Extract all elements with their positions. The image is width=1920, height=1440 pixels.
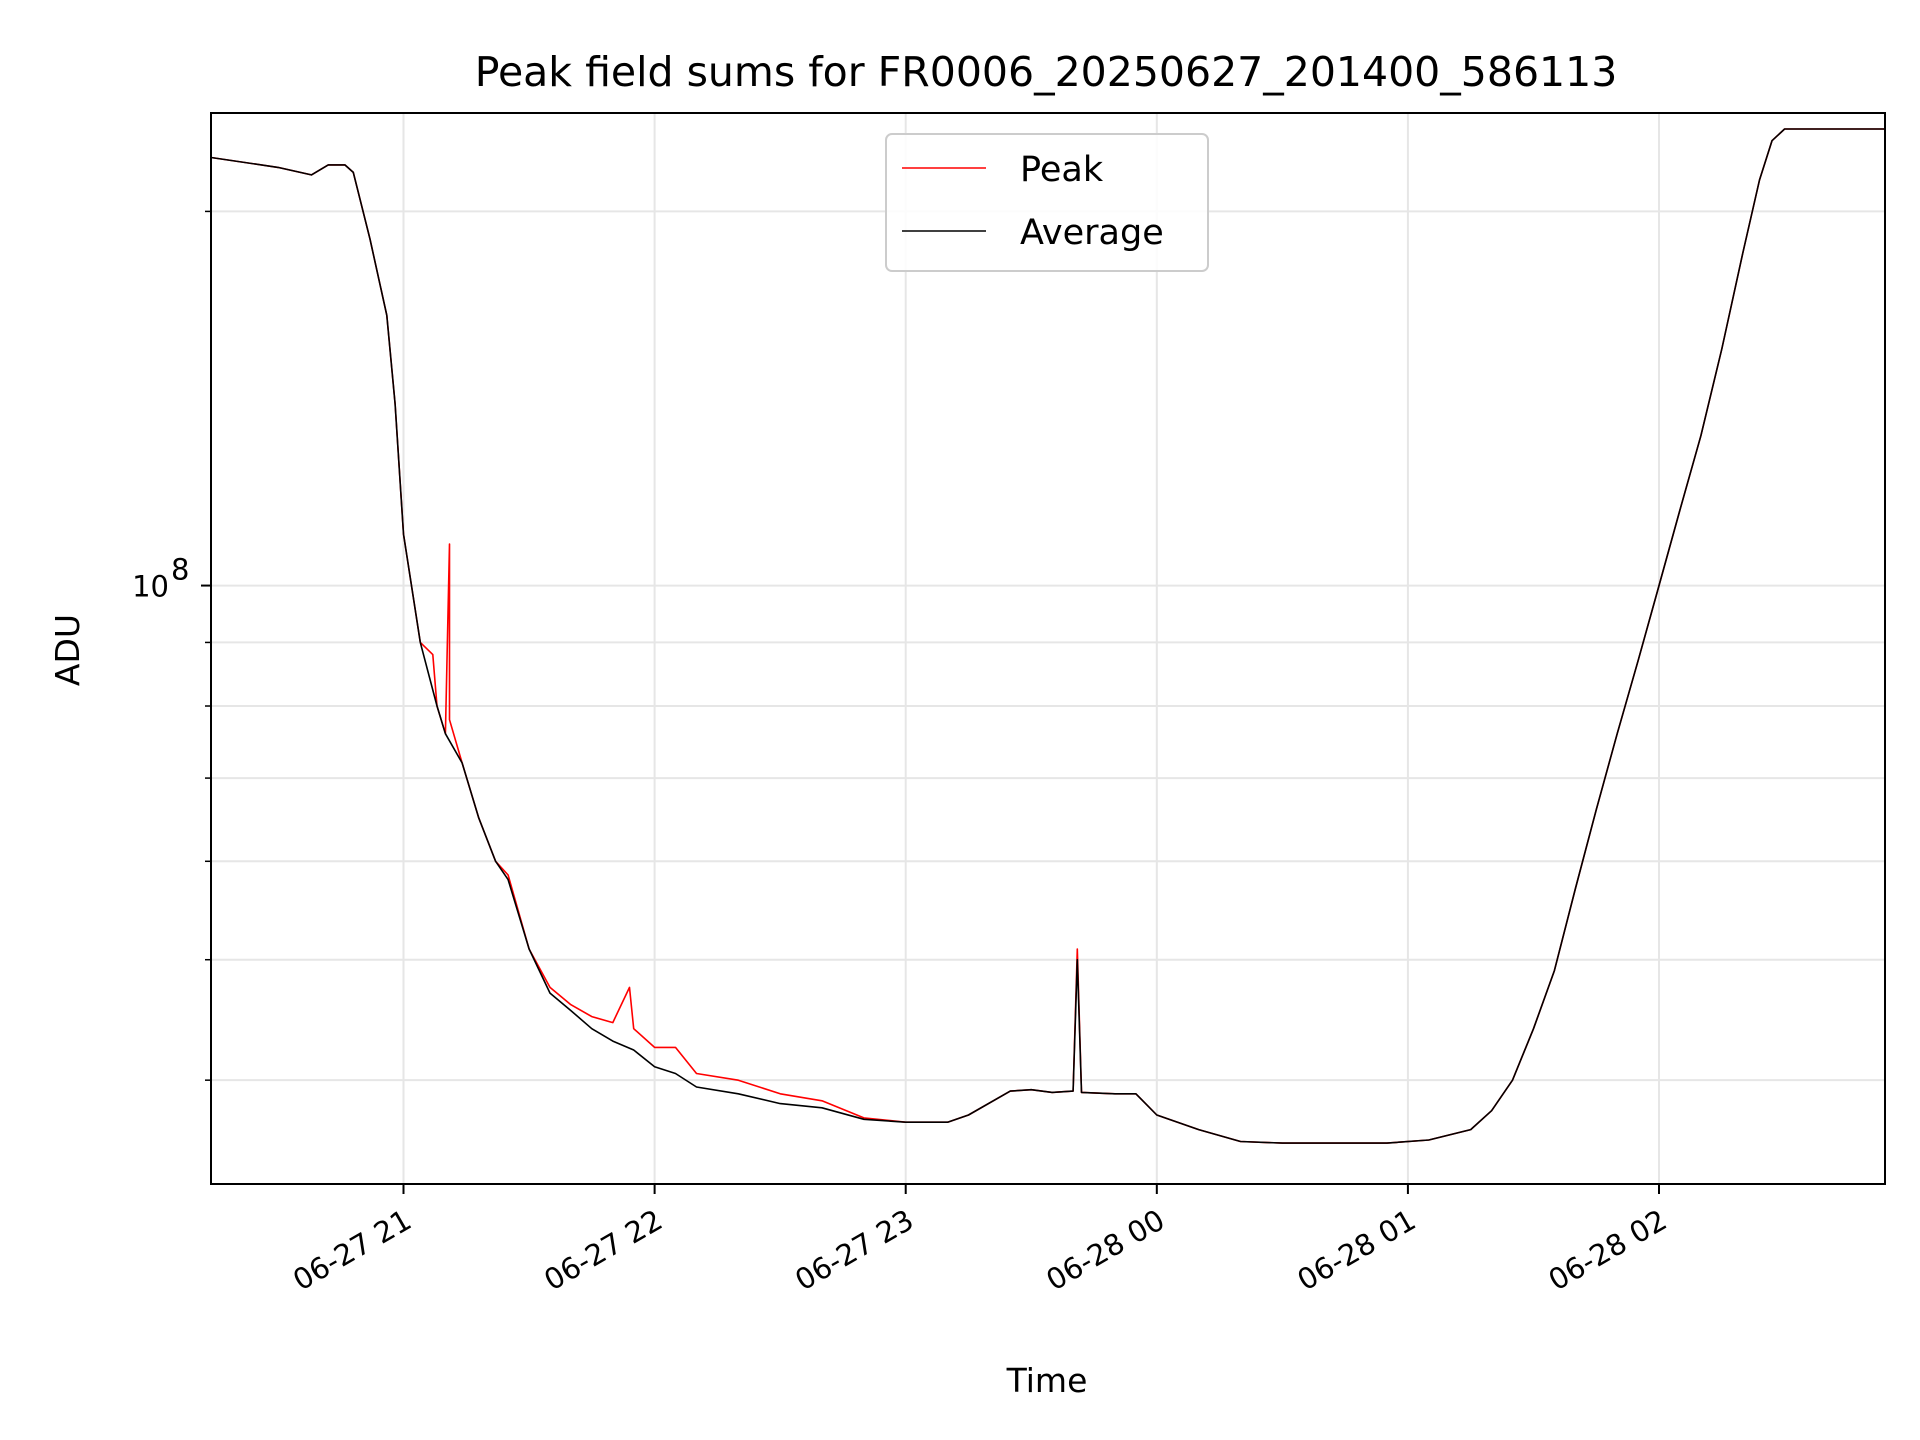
x-axis-title: Time: [1006, 1361, 1088, 1400]
legend-label-peak: Peak: [1020, 150, 1104, 190]
y-axis: 10 8: [132, 210, 211, 1081]
y-axis-title: ADU: [48, 614, 87, 686]
legend: Peak Average: [885, 133, 1209, 272]
grid: [211, 113, 1885, 1184]
y-tick-label-exponent-0: 8: [171, 553, 189, 587]
chart-title: Peak field sums for FR0006_20250627_2014…: [475, 48, 1618, 96]
y-tick-label-0: 10: [132, 570, 169, 604]
plot-lines: [211, 128, 1885, 1144]
plot-frame: [210, 112, 1886, 1185]
series-line-average: [211, 128, 1885, 1144]
legend-label-average: Average: [1020, 213, 1164, 253]
